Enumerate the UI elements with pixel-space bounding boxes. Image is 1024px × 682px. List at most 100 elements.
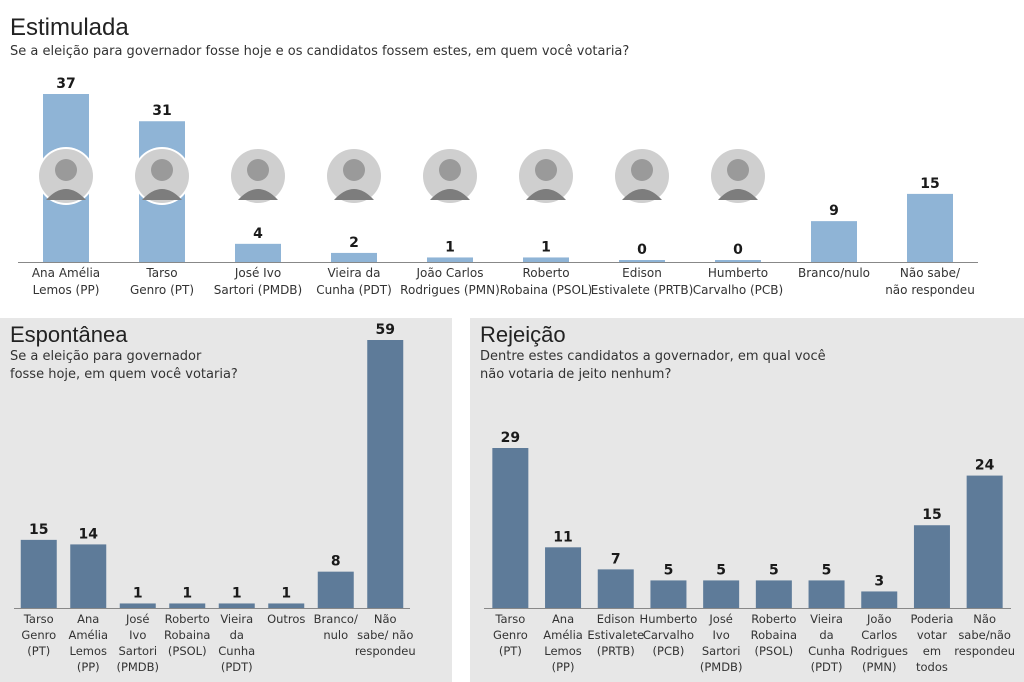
data-label: 1: [133, 585, 143, 601]
category-label: Vieira: [220, 612, 253, 626]
category-label: (PP): [77, 660, 100, 674]
bar: [545, 547, 582, 608]
candidate-photo-icon: [325, 147, 383, 205]
data-label: 5: [664, 562, 674, 578]
estimulada-chart: 37 Ana Amélia Lemos (PP) 31 Tarso Genro (PT) 4…: [18, 76, 978, 297]
category-label: Não sabe/: [900, 266, 961, 280]
candidate-photo-icon: [229, 147, 287, 205]
category-label: Robaina: [751, 628, 797, 642]
category-label: Edison: [597, 612, 635, 626]
category-label: Genro (PT): [130, 283, 194, 297]
bar: [70, 544, 107, 608]
category-label: Amélia: [543, 628, 583, 642]
data-label: 15: [922, 507, 941, 523]
bar: [650, 580, 687, 608]
data-label: 5: [822, 562, 832, 578]
espontanea-chart: 15 Tarso Genro (PT) 14 Ana Amélia Lemos (PP) 1 Jos…: [14, 322, 416, 674]
category-label: respondeu: [954, 644, 1015, 658]
data-label: 11: [553, 529, 572, 545]
category-label: (PMDB): [700, 660, 743, 674]
espontanea-title: Espontânea: [10, 322, 128, 347]
rejeicao-chart: 29 Tarso Genro (PT) 11 Ana Amélia Lemos (PP) 7 Edi…: [484, 430, 1015, 674]
category-label: (PP): [552, 660, 575, 674]
data-label: 1: [281, 585, 291, 601]
category-label: Carvalho (PCB): [693, 283, 783, 297]
bar: [317, 571, 354, 608]
rejeicao-title: Rejeição: [480, 322, 566, 347]
bar: [966, 475, 1003, 608]
data-label: 5: [716, 562, 726, 578]
bar: [119, 603, 156, 608]
category-label: em: [923, 644, 941, 658]
data-label: 9: [829, 203, 839, 219]
category-label: Roberto: [751, 612, 796, 626]
category-label: Ivo: [129, 628, 146, 642]
category-label: Não: [374, 612, 397, 626]
bar: [861, 591, 898, 608]
category-label: Roberto: [522, 266, 569, 280]
category-label: (PDT): [811, 660, 843, 674]
bar: [755, 580, 792, 608]
bar: [619, 260, 665, 262]
bar: [427, 257, 473, 262]
category-label: Lemos: [544, 644, 582, 658]
bar: [715, 260, 761, 262]
category-label: Não: [973, 612, 996, 626]
candidate-photo-icon: [421, 147, 479, 205]
category-label: Tarso: [494, 612, 525, 626]
data-label: 3: [874, 573, 884, 589]
category-label: Edison: [622, 266, 662, 280]
category-label: Sartori: [702, 644, 741, 658]
category-label: (PCB): [653, 644, 685, 658]
candidate-photo-icon: [709, 147, 767, 205]
category-label: Lemos: [69, 644, 107, 658]
data-label: 14: [79, 526, 99, 542]
category-label: Genro: [493, 628, 528, 642]
category-label: Branco/nulo: [798, 266, 870, 280]
candidate-photo-icon: [613, 147, 671, 205]
category-label: nulo: [323, 628, 348, 642]
category-label: João: [866, 612, 892, 626]
category-label: Branco/: [314, 612, 358, 626]
data-label: 1: [232, 585, 242, 601]
rejeicao-panel: Rejeição Dentre estes candidatos a gover…: [470, 318, 1024, 682]
data-label: 5: [769, 562, 779, 578]
category-label: respondeu: [355, 644, 416, 658]
candidate-photo-icon: [133, 147, 191, 205]
category-label: Carvalho: [643, 628, 694, 642]
bar: [808, 580, 845, 608]
category-label: José Ivo: [234, 266, 281, 280]
category-label: Roberto: [165, 612, 210, 626]
category-label: Vieira: [810, 612, 843, 626]
category-label: não respondeu: [885, 283, 975, 297]
category-label: (PRTB): [597, 644, 635, 658]
category-label: Cunha (PDT): [316, 283, 392, 297]
bar: [907, 193, 953, 262]
category-label: todos: [916, 660, 948, 674]
data-label: 37: [56, 76, 75, 92]
category-label: (PT): [499, 644, 522, 658]
category-label: (PMN): [862, 660, 896, 674]
category-label: João Carlos: [416, 266, 484, 280]
data-label: 15: [29, 522, 48, 538]
category-label: Ana: [552, 612, 574, 626]
category-label: Humberto: [640, 612, 698, 626]
category-label: (PT): [27, 644, 50, 658]
category-label: sabe/ não: [357, 628, 413, 642]
category-label: da: [230, 628, 244, 642]
estimulada-title: Estimulada: [10, 14, 129, 41]
category-label: votar: [917, 628, 947, 642]
bar: [367, 340, 404, 608]
category-label: Genro: [21, 628, 56, 642]
bar: [597, 569, 634, 608]
category-label: Estivalete (PRTB): [591, 283, 694, 297]
espontanea-subtitle: Se a eleição para governador fosse hoje,…: [10, 349, 238, 382]
category-label: (PMDB): [116, 660, 159, 674]
category-label: Carlos: [861, 628, 897, 642]
bar: [331, 252, 377, 262]
category-label: Sartori: [118, 644, 157, 658]
bar: [523, 257, 569, 262]
bar: [218, 603, 255, 608]
category-label: (PSOL): [168, 644, 207, 658]
category-label: José: [708, 612, 733, 626]
